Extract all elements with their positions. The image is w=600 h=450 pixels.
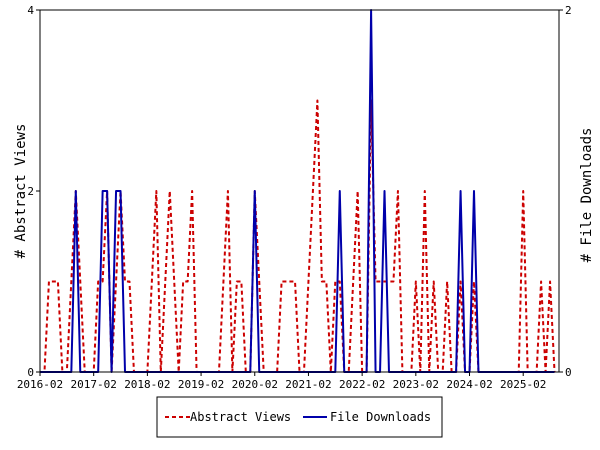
y-left-tick-label: 0: [27, 366, 34, 379]
x-tick-label: 2023-02: [393, 378, 439, 391]
y-right-tick-label: 2: [565, 4, 572, 17]
y-right-tick-label: 0: [565, 366, 572, 379]
y-axis-right-title: # File Downloads: [579, 128, 595, 263]
y-left-tick-label: 4: [27, 4, 34, 17]
x-tick-label: 2019-02: [178, 378, 224, 391]
x-tick-label: 2024-02: [446, 378, 492, 391]
x-tick-label: 2022-02: [339, 378, 385, 391]
legend-label-file-downloads: File Downloads: [330, 410, 431, 424]
legend-box: [156, 396, 443, 438]
legend: Abstract Views File Downloads: [156, 396, 443, 438]
x-tick-label: 2025-02: [500, 378, 546, 391]
x-tick-label: 2020-02: [232, 378, 278, 391]
x-tick-label: 2018-02: [124, 378, 170, 391]
x-tick-label: 2017-02: [71, 378, 117, 391]
x-tick-label: 2021-02: [285, 378, 331, 391]
series-line-abstract-views: [40, 99, 556, 373]
y-left-tick-label: 2: [27, 185, 34, 198]
legend-label-abstract-views: Abstract Views: [190, 410, 291, 424]
y-axis-left-title: # Abstract Views: [13, 124, 29, 259]
x-tick-label: 2016-02: [17, 378, 63, 391]
ticks-layer: 0 2 4 0 2 2016-02 2017-02 2018-02 2019-02 2020-02…: [17, 4, 572, 391]
